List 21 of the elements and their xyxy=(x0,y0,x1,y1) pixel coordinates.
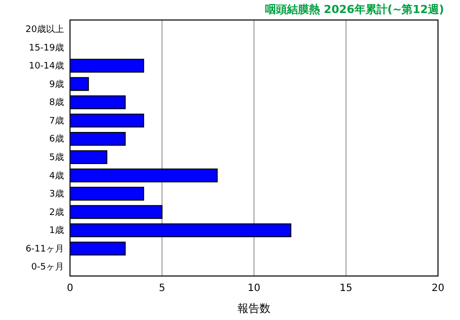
y-tick-label: 10-14歳 xyxy=(28,60,64,72)
x-axis-title: 報告数 xyxy=(238,302,270,315)
y-tick-label: 6-11ヶ月 xyxy=(26,244,64,254)
y-tick-label: 3歳 xyxy=(49,188,64,200)
y-tick-label: 2歳 xyxy=(49,206,64,218)
x-tick-label: 0 xyxy=(66,283,74,294)
y-tick-label: 5歳 xyxy=(49,152,64,164)
y-tick-label: 20歳以上 xyxy=(26,24,64,36)
x-tick-label: 10 xyxy=(248,283,260,294)
y-tick-label: 7歳 xyxy=(49,115,64,126)
x-tick-label: 20 xyxy=(432,283,444,294)
chart-title: 咽頭結膜熱 2026年累計(~第12週) xyxy=(264,3,444,16)
y-tick-label: 8歳 xyxy=(49,97,64,108)
y-tick-label: 0-5ヶ月 xyxy=(31,262,64,273)
y-tick-label: 9歳 xyxy=(49,78,64,90)
x-tick-label: 5 xyxy=(158,283,166,294)
y-tick-label: 4歳 xyxy=(49,170,64,182)
y-tick-label: 1歳 xyxy=(49,225,64,236)
x-tick-label: 15 xyxy=(340,283,352,294)
y-tick-label: 6歳 xyxy=(49,134,64,145)
y-tick-label: 15-19歳 xyxy=(28,42,64,54)
